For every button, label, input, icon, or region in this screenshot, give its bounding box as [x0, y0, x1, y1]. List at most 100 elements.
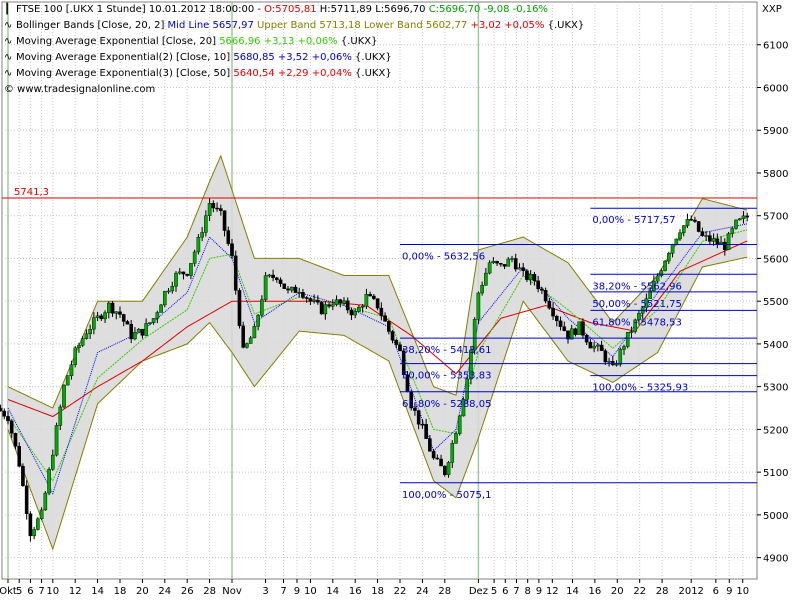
candle-body	[207, 203, 212, 216]
candle-body	[357, 306, 361, 312]
candle-body	[308, 298, 313, 302]
candle-body	[566, 330, 570, 340]
x-tick-label: 14	[326, 586, 339, 597]
candle-body	[125, 321, 130, 325]
legend: ┃ FTSE 100 [.UKX 1 Stunde] 10.01.2012 18:…	[4, 2, 584, 98]
candle-body	[289, 286, 294, 291]
x-tick-label: 10	[46, 586, 59, 597]
candle-body	[211, 203, 216, 209]
legend-bb-change: +3,02 +0,05%	[470, 20, 545, 31]
indicator-icon: ∿	[4, 20, 13, 31]
y-tick-label: 5200	[763, 425, 788, 436]
candle-body	[588, 341, 593, 349]
y-tick-label: 4900	[763, 554, 788, 565]
x-tick-label: 22	[633, 586, 646, 597]
candle-body	[708, 235, 712, 242]
candle-body	[637, 313, 641, 321]
candle-body	[36, 518, 40, 530]
candle-body	[633, 319, 637, 332]
candle-body	[667, 253, 671, 262]
candle-body	[331, 304, 335, 307]
candle-body	[189, 263, 193, 276]
candle-body	[58, 406, 63, 426]
candle-body	[450, 443, 455, 463]
horizontal-lines: 5741,3	[2, 187, 757, 199]
candle-body	[256, 314, 260, 327]
candle-body	[398, 344, 402, 352]
candle-body	[174, 272, 178, 287]
candle-body	[177, 271, 182, 274]
candle-body	[144, 323, 148, 336]
candle-body	[282, 283, 287, 289]
candle-body	[0, 407, 3, 412]
candle-body	[51, 454, 55, 470]
candle-body	[446, 462, 451, 475]
watermark: © www.tradesignalonline.com	[4, 82, 584, 98]
candle-body	[21, 466, 25, 486]
x-tick-label: 26	[181, 586, 194, 597]
candle-body	[248, 337, 253, 344]
candle-body	[390, 331, 395, 341]
candle-body	[218, 208, 223, 211]
candle-body	[80, 338, 85, 346]
candle-body	[693, 219, 697, 222]
moving-averages	[7, 223, 748, 495]
candle-body	[711, 238, 716, 242]
candle-body	[379, 307, 384, 316]
candle-body	[558, 320, 563, 327]
legend-ema50-value: 5640,54 +2,29 +0,04%	[233, 68, 352, 79]
x-tick-label: 12	[546, 586, 559, 597]
candle-body	[334, 299, 339, 305]
candle-body	[663, 260, 667, 271]
candle-body	[607, 361, 611, 363]
candle-body	[368, 294, 372, 297]
fib-level-label: 38,20% - 5562,96	[592, 281, 681, 292]
candle-body	[95, 315, 100, 318]
candle-body	[2, 410, 7, 417]
candle-body	[413, 407, 417, 411]
legend-ema10-name: Moving Average Exponential(2) [Close, 10…	[16, 52, 231, 63]
candle-body	[499, 263, 503, 265]
candle-body	[685, 219, 690, 226]
candle-body	[327, 304, 331, 307]
legend-ema10-value: 5680,85 +3,52 +0,06%	[233, 52, 352, 63]
candle-body	[54, 425, 59, 456]
candle-body	[84, 333, 89, 339]
candle-body	[592, 345, 596, 349]
candle-body	[659, 270, 664, 277]
candle-body	[696, 221, 701, 232]
candle-body	[480, 284, 484, 294]
x-tick-label: 22	[394, 586, 407, 597]
candle-body	[674, 238, 679, 245]
legend-low: L:5696,70	[375, 4, 426, 15]
legend-ema50-symbol: {.UKX}	[355, 68, 392, 79]
x-tick-label: Dez	[469, 586, 488, 597]
indicator-icon: ∿	[4, 52, 13, 63]
candle-body	[88, 328, 92, 335]
x-tick-label: Okt	[0, 586, 17, 597]
candle-body	[226, 230, 231, 244]
candle-body	[387, 321, 391, 332]
candle-body	[517, 267, 522, 270]
x-tick-label: 12	[69, 586, 82, 597]
candle-body	[140, 328, 145, 336]
candle-body	[215, 207, 219, 210]
candle-body	[6, 416, 10, 422]
candle-body	[170, 286, 175, 292]
legend-close: C:5696,70 -9,08 -0,16%	[428, 4, 549, 15]
x-tick-label: 10	[304, 586, 317, 597]
fib-level-label: 0,00% - 5717,57	[592, 215, 675, 226]
x-tick-label: 9	[536, 586, 542, 597]
candle-body	[106, 302, 111, 313]
x-tick-label: 7	[38, 586, 44, 597]
bollinger-lower-line	[7, 256, 748, 551]
x-tick-label: 24	[158, 586, 171, 597]
candle-body	[62, 384, 66, 408]
x-tick-label: 5	[491, 586, 497, 597]
legend-ema10-symbol: {.UKX}	[355, 52, 392, 63]
candle-body	[495, 261, 499, 264]
candle-body	[551, 308, 555, 317]
candle-body	[547, 300, 552, 309]
candle-body	[603, 350, 608, 363]
candle-body	[372, 295, 376, 299]
